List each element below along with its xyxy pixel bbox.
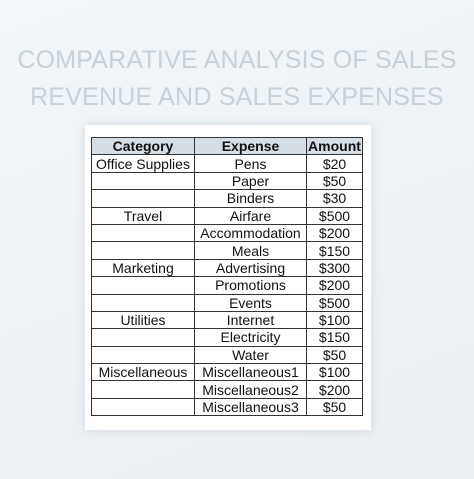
cell-expense[interactable]: Accommodation (194, 223, 307, 243)
cell-category[interactable]: Office Supplies (91, 154, 195, 173)
cell-category[interactable] (91, 276, 195, 295)
cell-expense[interactable]: Airfare (194, 206, 307, 225)
table-row: Water $50 (91, 345, 363, 365)
cell-expense[interactable]: Miscellaneous1 (194, 363, 307, 382)
cell-amount[interactable]: $500 (306, 293, 363, 312)
table-row: Meals $150 (91, 241, 363, 260)
cell-amount[interactable]: $200 (306, 276, 363, 295)
cell-category[interactable] (91, 189, 195, 208)
cell-amount[interactable]: $150 (306, 328, 363, 347)
cell-expense[interactable]: Electricity (194, 328, 307, 347)
page-title: COMPARATIVE ANALYSIS OF SALES REVENUE AN… (0, 42, 474, 116)
table-row: Utilities Internet $100 (91, 310, 363, 330)
cell-category[interactable]: Miscellaneous (91, 363, 195, 382)
table-row: Marketing Advertising $300 (91, 258, 363, 278)
cell-expense[interactable]: Internet (194, 310, 307, 330)
cell-amount[interactable]: $30 (306, 189, 363, 208)
table-row: Events $500 (91, 293, 363, 312)
cell-amount[interactable]: $150 (306, 241, 363, 260)
expense-table: Category Expense Amount Office Supplies P… (91, 136, 363, 417)
cell-expense[interactable]: Meals (194, 241, 307, 260)
cell-category[interactable] (91, 293, 195, 312)
cell-amount[interactable]: $50 (306, 397, 363, 417)
cell-expense[interactable]: Pens (194, 154, 307, 173)
cell-category[interactable] (91, 241, 195, 260)
table-header-row: Category Expense Amount (91, 136, 363, 156)
table-row: Office Supplies Pens $20 (91, 154, 363, 173)
cell-expense[interactable]: Events (194, 293, 307, 312)
cell-expense[interactable]: Binders (194, 189, 307, 208)
cell-amount[interactable]: $300 (306, 258, 363, 278)
cell-expense[interactable]: Promotions (194, 276, 307, 295)
table-row: Paper $50 (91, 171, 363, 191)
cell-category[interactable]: Utilities (91, 310, 195, 330)
page-title-line-1: COMPARATIVE ANALYSIS OF SALES (17, 46, 457, 74)
cell-category[interactable] (91, 171, 195, 191)
cell-category[interactable]: Marketing (91, 258, 195, 278)
cell-expense[interactable]: Miscellaneous3 (194, 397, 307, 417)
cell-expense[interactable]: Miscellaneous2 (194, 380, 307, 399)
cell-category[interactable] (91, 397, 195, 417)
page-title-line-2: REVENUE AND SALES EXPENSES (30, 83, 444, 111)
table-row: Miscellaneous Miscellaneous1 $100 (91, 363, 363, 382)
cell-amount[interactable]: $50 (306, 171, 363, 191)
cell-category[interactable] (91, 380, 195, 399)
table-row: Binders $30 (91, 189, 363, 208)
cell-category[interactable]: Travel (91, 206, 195, 225)
table-row: Travel Airfare $500 (91, 206, 363, 225)
cell-category[interactable] (91, 223, 195, 243)
table-row: Accommodation $200 (91, 223, 363, 243)
table-row: Miscellaneous3 $50 (91, 397, 363, 417)
cell-amount[interactable]: $20 (306, 154, 363, 173)
cell-amount[interactable]: $200 (306, 380, 363, 399)
column-header-expense[interactable]: Expense (194, 136, 307, 156)
table-row: Promotions $200 (91, 276, 363, 295)
table-row: Miscellaneous2 $200 (91, 380, 363, 399)
column-header-category[interactable]: Category (91, 136, 195, 156)
cell-amount[interactable]: $500 (306, 206, 363, 225)
cell-expense[interactable]: Water (194, 345, 307, 365)
cell-amount[interactable]: $50 (306, 345, 363, 365)
cell-amount[interactable]: $100 (306, 310, 363, 330)
cell-amount[interactable]: $200 (306, 223, 363, 243)
cell-expense[interactable]: Advertising (194, 258, 307, 278)
column-header-amount[interactable]: Amount (306, 136, 363, 156)
table-row: Electricity $150 (91, 328, 363, 347)
cell-category[interactable] (91, 328, 195, 347)
cell-amount[interactable]: $100 (306, 363, 363, 382)
cell-category[interactable] (91, 345, 195, 365)
table-body: Office Supplies Pens $20 Paper $50 Binders $30… (91, 154, 363, 417)
cell-expense[interactable]: Paper (194, 171, 307, 191)
